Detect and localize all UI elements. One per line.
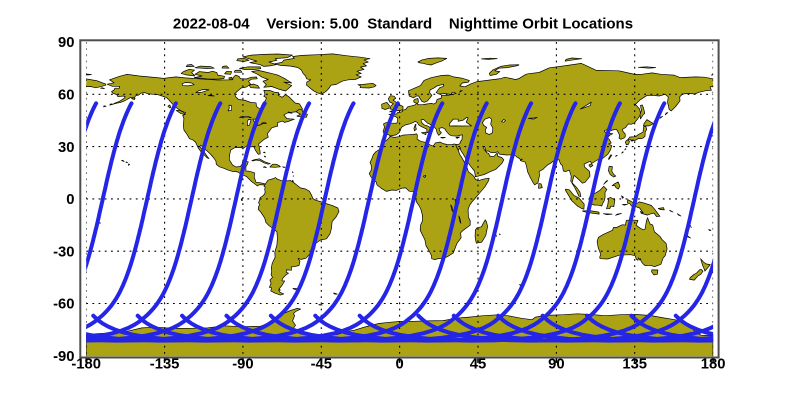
- svg-text:-90: -90: [53, 349, 74, 365]
- svg-text:-60: -60: [53, 297, 74, 313]
- svg-text:-45: -45: [311, 357, 332, 373]
- svg-text:45: 45: [470, 357, 486, 373]
- svg-text:-30: -30: [53, 244, 74, 260]
- svg-text:180: 180: [701, 357, 726, 373]
- svg-text:90: 90: [58, 35, 74, 51]
- svg-text:-135: -135: [150, 357, 180, 373]
- svg-text:-90: -90: [232, 357, 253, 373]
- svg-text:30: 30: [58, 140, 74, 156]
- svg-text:-180: -180: [71, 357, 101, 373]
- svg-text:135: 135: [622, 357, 647, 373]
- svg-text:2022-08-04 Version: 5.00 S: 2022-08-04 Version: 5.00 Standard Nightt…: [173, 15, 633, 32]
- svg-text:90: 90: [548, 357, 564, 373]
- svg-text:60: 60: [58, 88, 74, 104]
- svg-text:0: 0: [66, 192, 74, 208]
- svg-text:0: 0: [395, 357, 403, 373]
